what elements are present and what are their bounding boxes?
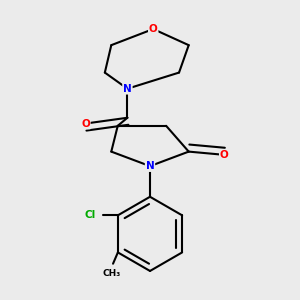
Text: N: N (146, 161, 154, 171)
Text: CH₃: CH₃ (102, 269, 121, 278)
Text: N: N (123, 84, 132, 94)
Text: O: O (149, 24, 158, 34)
Text: O: O (81, 118, 90, 128)
Text: Cl: Cl (85, 210, 96, 220)
Text: O: O (220, 150, 229, 160)
